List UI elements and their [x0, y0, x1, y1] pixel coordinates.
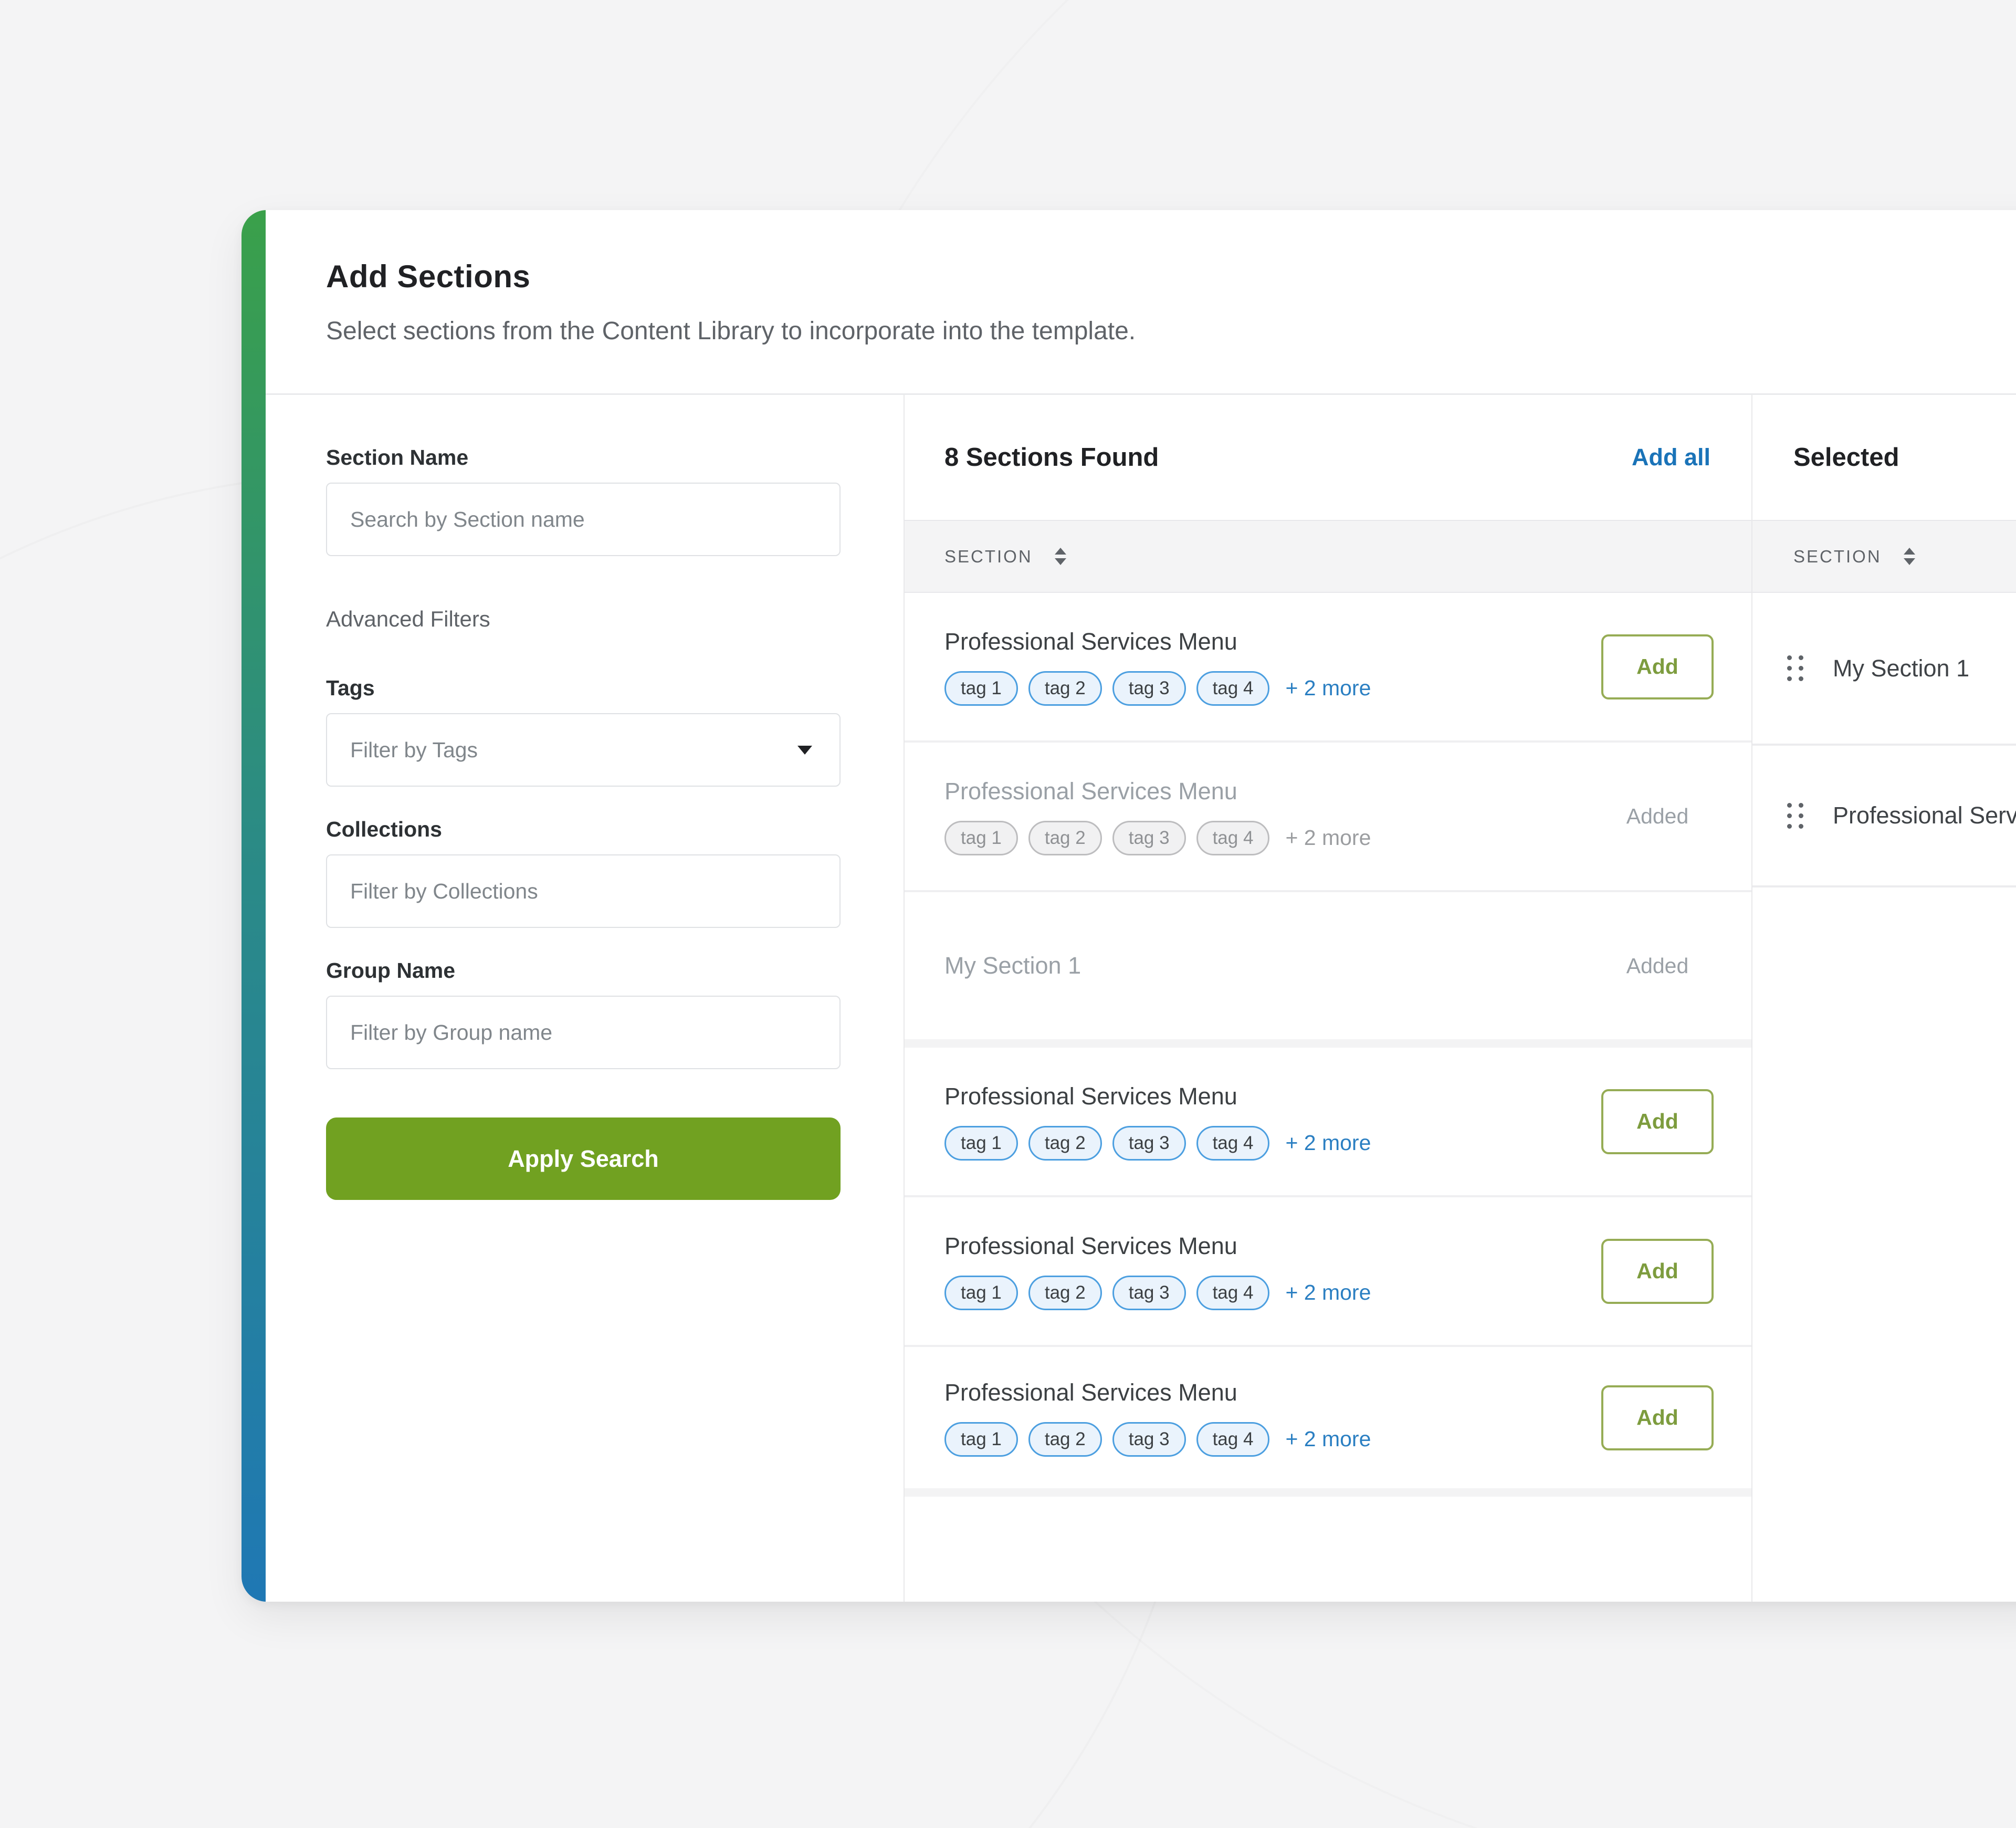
tag-pill: tag 3	[1112, 1275, 1186, 1310]
tag-pill: tag 3	[1112, 1422, 1186, 1457]
results-section-column-header[interactable]: SECTION	[905, 520, 1751, 593]
tag-pill: tag 3	[1112, 820, 1186, 855]
tag-pill: tag 1	[944, 820, 1018, 855]
add-section-button[interactable]: Add	[1601, 1238, 1714, 1304]
add-section-button[interactable]: Add	[1601, 1385, 1714, 1450]
advanced-filters-label: Advanced Filters	[326, 607, 490, 631]
section-title: Professional Services Menu	[944, 628, 1237, 655]
section-title: Professional Services Menu	[944, 1232, 1237, 1259]
add-all-link[interactable]: Add all	[1631, 444, 1710, 471]
tags-filter-placeholder: Filter by Tags	[350, 737, 478, 762]
section-tags: tag 1 tag 2 tag 3 tag 4 + 2 more	[944, 671, 1601, 706]
more-tags-link[interactable]: + 2 more	[1285, 1131, 1371, 1155]
sort-icon[interactable]	[1903, 548, 1915, 565]
results-rows: Professional Services Menu tag 1 tag 2 tag…	[905, 593, 1751, 1602]
selected-section-title: Professional Services Menu	[1833, 802, 2016, 829]
tag-pill: tag 3	[1112, 671, 1186, 706]
section-column-label: SECTION	[1793, 546, 1882, 566]
tag-pill: tag 2	[1028, 671, 1102, 706]
results-panel: 8 Sections Found Add all SECTION Profess…	[905, 395, 1751, 1602]
section-result-row: Professional Services Menu tag 1 tag 2 tag…	[905, 593, 1751, 743]
tag-pill: tag 1	[944, 1275, 1018, 1310]
add-sections-modal: Add Sections Select sections from the Co…	[242, 210, 2016, 1602]
page-subtitle: Select sections from the Content Library…	[326, 317, 1136, 345]
tags-filter-select[interactable]: Filter by Tags	[326, 713, 841, 787]
section-tags: tag 1 tag 2 tag 3 tag 4 + 2 more	[944, 1422, 1601, 1457]
selected-rows: My Section 1 Professional Services Menu	[1752, 593, 2016, 887]
selected-section-title: My Section 1	[1833, 654, 1970, 682]
selected-section-row: My Section 1	[1752, 593, 2016, 746]
apply-search-button[interactable]: Apply Search	[326, 1117, 841, 1200]
section-result-row: Professional Services Menu tag 1 tag 2 tag…	[905, 1347, 1751, 1497]
more-tags-link[interactable]: + 2 more	[1285, 1280, 1371, 1304]
tag-pill: tag 4	[1196, 1275, 1270, 1310]
section-result-row: Professional Services Menu tag 1 tag 2 tag…	[905, 1048, 1751, 1197]
selected-section-row: Professional Services Menu	[1752, 746, 2016, 887]
added-status-label: Added	[1626, 804, 1689, 828]
section-title: Professional Services Menu	[944, 777, 1237, 805]
results-count-heading: 8 Sections Found	[944, 443, 1159, 472]
chevron-down-icon	[797, 745, 812, 755]
selected-heading: Selected	[1793, 443, 1899, 472]
added-status-label: Added	[1626, 953, 1689, 978]
tag-pill: tag 2	[1028, 1275, 1102, 1310]
section-title: My Section 1	[944, 952, 1082, 979]
drag-handle-icon[interactable]	[1787, 802, 1803, 829]
modal-header: Add Sections Select sections from the Co…	[266, 210, 2016, 395]
page-title: Add Sections	[326, 259, 531, 294]
group-name-label: Group Name	[326, 958, 456, 983]
section-name-input[interactable]	[326, 483, 841, 556]
tag-pill: tag 4	[1196, 1422, 1270, 1457]
modal-accent-gradient-strip	[242, 210, 266, 1602]
tag-pill: tag 4	[1196, 820, 1270, 855]
section-result-row: My Section 1 Added	[905, 892, 1751, 1048]
collections-filter-input[interactable]	[326, 854, 841, 928]
group-name-filter-input[interactable]	[326, 996, 841, 1069]
section-result-row: Professional Services Menu tag 1 tag 2 tag…	[905, 1197, 1751, 1347]
section-title: Professional Services Menu	[944, 1082, 1237, 1110]
tag-pill: tag 1	[944, 1125, 1018, 1161]
tag-pill: tag 1	[944, 1422, 1018, 1457]
section-title: Professional Services Menu	[944, 1378, 1237, 1406]
tag-pill: tag 2	[1028, 1422, 1102, 1457]
tag-pill: tag 4	[1196, 671, 1270, 706]
tag-pill: tag 4	[1196, 1125, 1270, 1161]
section-name-label: Section Name	[326, 445, 469, 469]
add-section-button[interactable]: Add	[1601, 634, 1714, 699]
section-tags: tag 1 tag 2 tag 3 tag 4 + 2 more	[944, 1125, 1601, 1161]
section-tags: tag 1 tag 2 tag 3 tag 4 + 2 more	[944, 1275, 1601, 1310]
tag-pill: tag 1	[944, 671, 1018, 706]
more-tags-link[interactable]: + 2 more	[1285, 826, 1371, 850]
section-column-label: SECTION	[944, 546, 1033, 566]
section-tags: tag 1 tag 2 tag 3 tag 4 + 2 more	[944, 820, 1601, 855]
drag-handle-icon[interactable]	[1787, 655, 1803, 681]
tag-pill: tag 2	[1028, 1125, 1102, 1161]
section-result-row: Professional Services Menu tag 1 tag 2 tag…	[905, 743, 1751, 892]
collections-label: Collections	[326, 817, 442, 841]
tag-pill: tag 3	[1112, 1125, 1186, 1161]
more-tags-link[interactable]: + 2 more	[1285, 676, 1371, 700]
selected-section-column-header[interactable]: SECTION	[1752, 520, 2016, 593]
more-tags-link[interactable]: + 2 more	[1285, 1427, 1371, 1451]
filters-sidebar: Section Name Advanced Filters Tags Filte…	[266, 395, 905, 1602]
sort-icon[interactable]	[1054, 548, 1066, 565]
add-section-button[interactable]: Add	[1601, 1089, 1714, 1154]
tags-label: Tags	[326, 676, 375, 700]
selected-panel: Selected SECTION My Section 1 Profession…	[1751, 395, 2016, 1602]
tag-pill: tag 2	[1028, 820, 1102, 855]
